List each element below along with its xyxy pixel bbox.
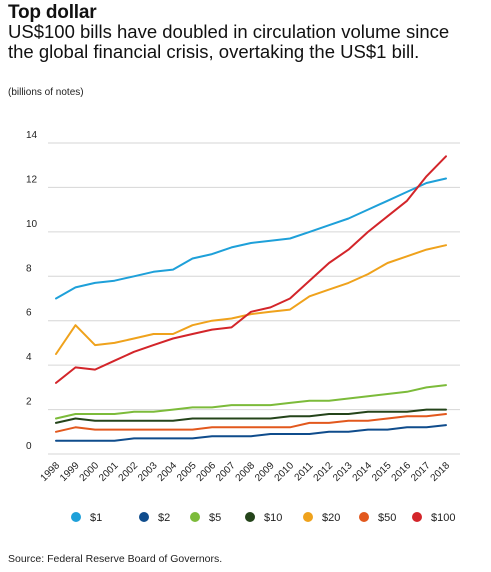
series-line-usd-2 <box>55 424 447 442</box>
chart-subtitle: US$100 bills have doubled in circulation… <box>8 21 450 62</box>
y-tick-label: 4 <box>26 352 32 363</box>
x-axis-ticks: 1998199920002001200220032004200520062007… <box>39 460 453 484</box>
series-line-usd-10 <box>55 408 447 424</box>
legend-label: $5 <box>209 512 221 524</box>
y-tick-label: 10 <box>26 219 38 230</box>
y-axis-unit-label: (billions of notes) <box>8 87 84 98</box>
x-tick-label: 2005 <box>175 460 199 484</box>
x-tick-label: 2010 <box>273 460 297 484</box>
x-tick-label: 1998 <box>39 460 63 484</box>
x-tick-label: 2017 <box>409 460 433 484</box>
legend-label: $2 <box>158 512 170 524</box>
x-tick-label: 2002 <box>117 460 141 484</box>
y-tick-label: 6 <box>26 308 32 319</box>
x-tick-label: 2011 <box>293 460 316 483</box>
x-tick-label: 2000 <box>78 460 102 484</box>
series-line-usd-100 <box>55 155 447 384</box>
x-tick-label: 2012 <box>312 460 336 484</box>
x-tick-label: 2004 <box>156 460 180 484</box>
legend-swatch <box>303 512 313 522</box>
source-note: Source: Federal Reserve Board of Governo… <box>8 553 223 565</box>
x-tick-label: 1999 <box>58 460 82 484</box>
y-tick-label: 2 <box>26 397 32 408</box>
legend: $1 $2 $5 $10 $20 $50 $100 <box>71 512 455 524</box>
legend-label: $20 <box>322 512 340 524</box>
legend-swatch <box>71 512 81 522</box>
legend-swatch <box>412 512 422 522</box>
x-tick-label: 2003 <box>136 460 160 484</box>
x-tick-label: 2009 <box>253 460 277 484</box>
grid-lines <box>48 142 460 455</box>
x-tick-label: 2015 <box>370 460 394 484</box>
series-lines <box>55 155 447 442</box>
series-line-usd-5 <box>55 384 447 420</box>
series-line-usd-50 <box>55 413 447 433</box>
y-tick-label: 12 <box>26 174 38 185</box>
x-tick-label: 2007 <box>214 460 238 484</box>
x-tick-label: 2016 <box>390 460 414 484</box>
y-tick-label: 14 <box>26 130 38 141</box>
legend-label: $10 <box>264 512 282 524</box>
legend-swatch <box>245 512 255 522</box>
legend-label: $50 <box>378 512 396 524</box>
x-tick-label: 2014 <box>351 460 375 484</box>
legend-swatch <box>359 512 369 522</box>
legend-swatch <box>190 512 200 522</box>
x-tick-label: 2001 <box>97 460 121 484</box>
y-tick-label: 0 <box>26 441 32 452</box>
chart-title: Top dollar <box>8 2 97 23</box>
x-tick-label: 2018 <box>429 460 453 484</box>
legend-label: $1 <box>90 512 102 524</box>
x-tick-label: 2013 <box>331 460 355 484</box>
series-line-usd-20 <box>55 244 447 355</box>
x-tick-label: 2008 <box>234 460 258 484</box>
y-tick-label: 8 <box>26 263 32 274</box>
legend-label: $100 <box>431 512 455 524</box>
x-tick-label: 2006 <box>195 460 219 484</box>
legend-swatch <box>139 512 149 522</box>
y-axis-ticks: 0 2 4 6 8 10 12 14 <box>26 130 38 452</box>
series-line-usd-1 <box>55 177 447 300</box>
